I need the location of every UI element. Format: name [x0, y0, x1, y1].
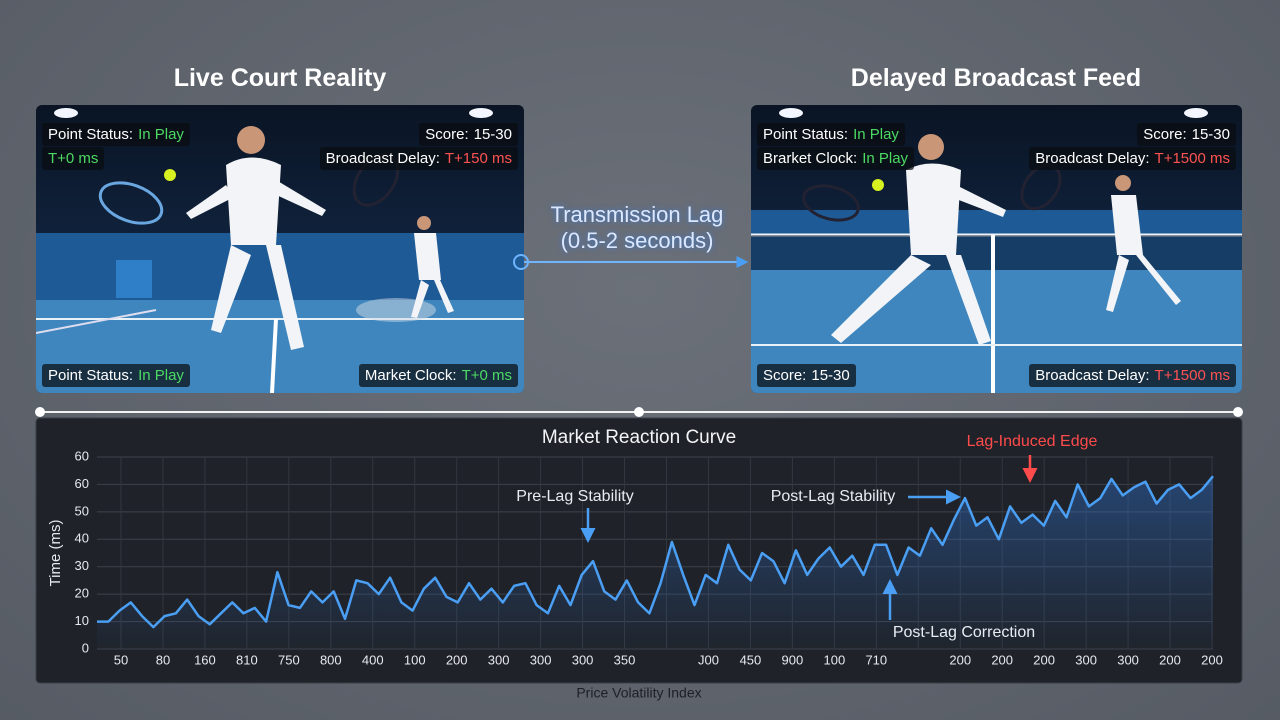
- overlay-label: Brarket Clock: In Play: [757, 147, 915, 170]
- x-tick-label: 300: [572, 652, 594, 667]
- overlay-value: In Play: [853, 126, 899, 143]
- overlay-label: Point Status: In Play: [42, 123, 190, 146]
- y-axis-label: Time (ms): [47, 520, 64, 587]
- overlay-key: Broadcast Delay:: [325, 150, 440, 167]
- annotation: Post-Lag Correction: [893, 624, 1035, 641]
- overlay-value: 15-30: [811, 367, 850, 384]
- overlay-value: T+150 ms: [444, 150, 512, 167]
- overlay-key: Score:: [763, 367, 807, 384]
- x-tick-label: J00: [698, 652, 719, 667]
- panel-title: Delayed Broadcast Feed: [850, 64, 1142, 92]
- y-tick-label: 60: [75, 448, 89, 463]
- overlay-label: Score: 15-30: [757, 364, 856, 387]
- live-court-panel: Point Status: In Play T+0 ms Score: 15-30 Bro…: [36, 105, 524, 393]
- overlay-value: In Play: [862, 150, 909, 167]
- x-tick-label: 100: [404, 652, 426, 667]
- x-tick-label: 300: [1075, 652, 1097, 667]
- overlay-value: T+1500 ms: [1154, 150, 1230, 167]
- x-tick-label: 200: [1201, 652, 1223, 667]
- x-tick-label: 300: [1117, 652, 1139, 667]
- annotation: Lag-Induced Edge: [967, 433, 1098, 450]
- timeline-dot: [1233, 407, 1243, 417]
- x-tick-label: 200: [1033, 652, 1055, 667]
- x-tick-label: 300: [488, 652, 510, 667]
- overlay-value: T+0 ms: [461, 367, 512, 384]
- timeline-dot: [634, 407, 644, 417]
- overlay-key: Brarket Clock:: [763, 150, 858, 167]
- chart-panel: [35, 417, 1243, 684]
- overlay-key: Market Clock:: [364, 367, 457, 384]
- annotation: Post-Lag Stability: [771, 488, 896, 505]
- overlay-label: Broadcast Delay: T+1500 ms: [1029, 364, 1236, 387]
- overlay-label: Broadcast Delay: T+1500 ms: [1029, 147, 1236, 170]
- overlay-value: T+1500 ms: [1154, 367, 1230, 384]
- overlay-label: T+0 ms: [42, 147, 105, 170]
- overlay-key: Point Status:: [763, 126, 849, 143]
- overlay-label: Point Status: In Play: [757, 123, 905, 146]
- x-tick-label: 400: [362, 652, 384, 667]
- overlay-value: 15-30: [1191, 126, 1230, 143]
- overlay-value: T+0 ms: [48, 150, 99, 167]
- overlay-key: Broadcast Delay:: [1035, 150, 1150, 167]
- y-tick-label: 40: [75, 531, 89, 546]
- x-tick-label: 300: [530, 652, 552, 667]
- overlay-key: Score:: [425, 126, 469, 143]
- y-tick-label: 30: [75, 558, 89, 573]
- x-tick-label: 350: [614, 652, 636, 667]
- x-tick-label: 200: [949, 652, 971, 667]
- x-tick-label: 200: [1159, 652, 1181, 667]
- overlay-label: Score: 15-30: [419, 123, 518, 146]
- y-tick-label: 50: [75, 503, 89, 518]
- overlay-key: Point Status:: [48, 126, 134, 143]
- line: [97, 475, 1214, 629]
- overlay-key: Broadcast Delay:: [1035, 367, 1150, 384]
- x-tick-label: 750: [278, 652, 300, 667]
- x-axis-label: Price Volatility Index: [576, 685, 701, 701]
- y-tick-label: 20: [75, 586, 89, 601]
- x-tick-label: 800: [320, 652, 342, 667]
- x-tick-label: 710: [865, 652, 887, 667]
- y-tick-label: 0: [82, 640, 89, 655]
- overlay-label: Point Status: In Play: [42, 364, 190, 387]
- overlay-value: In Play: [138, 367, 184, 384]
- x-tick-label: 80: [156, 652, 170, 667]
- x-tick-label: 50: [114, 652, 128, 667]
- broadcast-panel: Point Status: In Play Brarket Clock: In Pla…: [751, 105, 1242, 393]
- lag-title: Transmission Lag: [550, 202, 724, 227]
- x-tick-label: 100: [823, 652, 845, 667]
- x-tick-label: 810: [236, 652, 258, 667]
- y-tick-label: 60: [75, 476, 89, 491]
- x-tick-label: 160: [194, 652, 216, 667]
- chart-title: Market Reaction Curve: [542, 427, 736, 448]
- overlay-key: Score:: [1143, 126, 1187, 143]
- annotation: Pre-Lag Stability: [516, 488, 633, 505]
- timeline-dot: [35, 407, 45, 417]
- overlay-value: In Play: [138, 126, 184, 143]
- x-tick-label: 200: [991, 652, 1013, 667]
- y-tick-label: 10: [75, 613, 89, 628]
- overlay-key: Point Status:: [48, 367, 134, 384]
- overlay-label: Market Clock: T+0 ms: [358, 364, 518, 387]
- overlay-label: Score: 15-30: [1137, 123, 1236, 146]
- area: [97, 476, 1213, 649]
- panel-title: Live Court Reality: [173, 64, 387, 92]
- x-tick-label: 900: [782, 652, 804, 667]
- x-tick-label: 200: [446, 652, 468, 667]
- lag-subtitle: (0.5-2 seconds): [560, 228, 714, 253]
- overlay-label: Broadcast Delay: T+150 ms: [319, 147, 518, 170]
- overlay-value: 15-30: [473, 126, 512, 143]
- x-tick-label: 450: [740, 652, 762, 667]
